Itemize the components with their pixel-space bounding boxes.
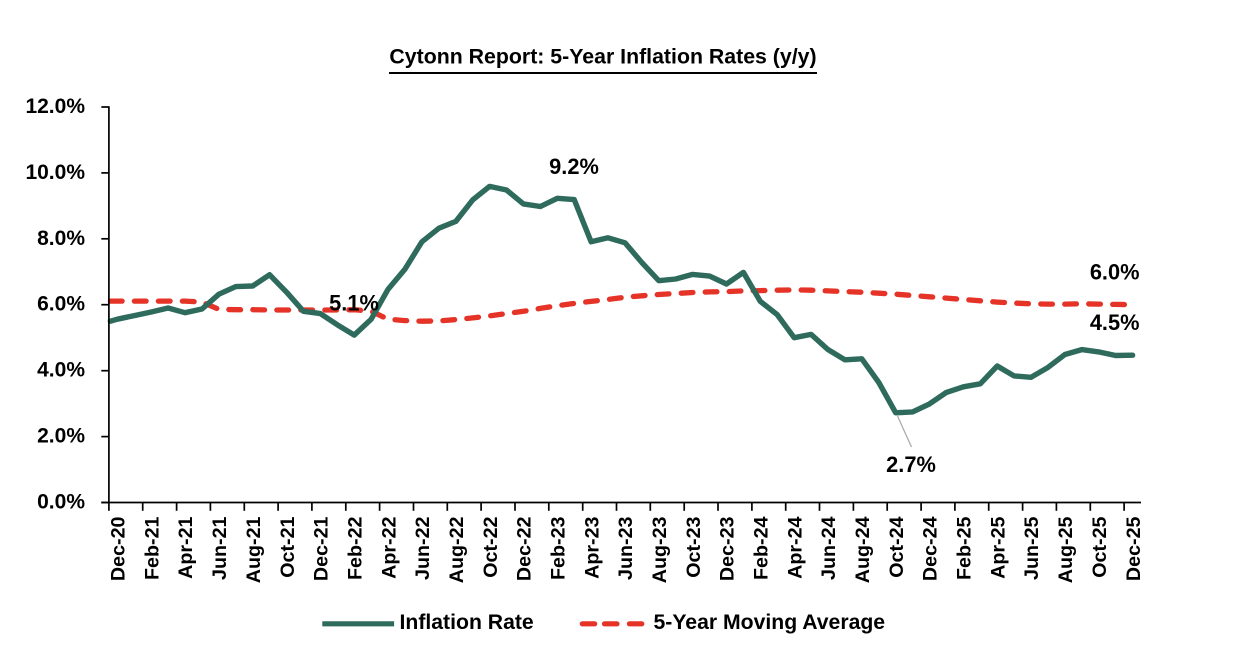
svg-text:Apr-22: Apr-22 bbox=[378, 516, 400, 578]
svg-text:Aug-23: Aug-23 bbox=[649, 516, 671, 583]
svg-text:5-Year Moving Average: 5-Year Moving Average bbox=[654, 611, 886, 634]
svg-text:12.0%: 12.0% bbox=[25, 95, 85, 118]
svg-text:Jun-24: Jun-24 bbox=[818, 516, 840, 580]
svg-text:Cytonn Report: 5-Year Inflatio: Cytonn Report: 5-Year Inflation Rates (y… bbox=[389, 45, 816, 69]
svg-text:Aug-24: Aug-24 bbox=[852, 516, 874, 583]
svg-text:Dec-20: Dec-20 bbox=[108, 516, 130, 581]
svg-text:2.7%: 2.7% bbox=[886, 452, 936, 477]
svg-text:Jun-23: Jun-23 bbox=[615, 516, 637, 580]
svg-text:9.2%: 9.2% bbox=[549, 154, 599, 179]
svg-text:5.1%: 5.1% bbox=[329, 291, 379, 316]
svg-text:Feb-23: Feb-23 bbox=[548, 516, 570, 580]
svg-text:10.0%: 10.0% bbox=[25, 161, 85, 184]
svg-text:Oct-25: Oct-25 bbox=[1089, 516, 1111, 577]
svg-text:Feb-21: Feb-21 bbox=[141, 516, 163, 580]
svg-text:Oct-22: Oct-22 bbox=[480, 516, 502, 577]
svg-text:Apr-23: Apr-23 bbox=[581, 516, 603, 578]
svg-text:Feb-24: Feb-24 bbox=[751, 516, 773, 580]
svg-text:Dec-25: Dec-25 bbox=[1123, 516, 1145, 581]
svg-text:Feb-22: Feb-22 bbox=[344, 516, 366, 580]
svg-text:Apr-24: Apr-24 bbox=[784, 516, 806, 578]
svg-text:6.0%: 6.0% bbox=[37, 293, 85, 316]
svg-text:6.0%: 6.0% bbox=[1090, 259, 1140, 284]
svg-text:Inflation Rate: Inflation Rate bbox=[400, 611, 534, 634]
svg-text:Aug-22: Aug-22 bbox=[446, 516, 468, 583]
svg-text:Jun-25: Jun-25 bbox=[1021, 516, 1043, 580]
svg-text:4.5%: 4.5% bbox=[1090, 310, 1140, 335]
svg-text:0.0%: 0.0% bbox=[37, 491, 85, 514]
svg-text:Apr-25: Apr-25 bbox=[987, 516, 1009, 578]
svg-text:Oct-21: Oct-21 bbox=[277, 516, 299, 577]
svg-text:4.0%: 4.0% bbox=[37, 359, 85, 382]
svg-text:Aug-25: Aug-25 bbox=[1055, 516, 1077, 583]
svg-text:Dec-24: Dec-24 bbox=[920, 516, 942, 581]
svg-text:Aug-21: Aug-21 bbox=[243, 516, 265, 583]
svg-text:8.0%: 8.0% bbox=[37, 227, 85, 250]
svg-text:Dec-21: Dec-21 bbox=[311, 516, 333, 581]
svg-text:Apr-21: Apr-21 bbox=[175, 516, 197, 578]
svg-text:Jun-21: Jun-21 bbox=[209, 516, 231, 580]
svg-text:Feb-25: Feb-25 bbox=[954, 516, 976, 580]
svg-text:Oct-24: Oct-24 bbox=[886, 516, 908, 577]
svg-text:2.0%: 2.0% bbox=[37, 425, 85, 448]
svg-text:Jun-22: Jun-22 bbox=[412, 516, 434, 580]
svg-text:Dec-23: Dec-23 bbox=[717, 516, 739, 581]
svg-text:Oct-23: Oct-23 bbox=[683, 516, 705, 577]
svg-text:Dec-22: Dec-22 bbox=[514, 516, 536, 581]
